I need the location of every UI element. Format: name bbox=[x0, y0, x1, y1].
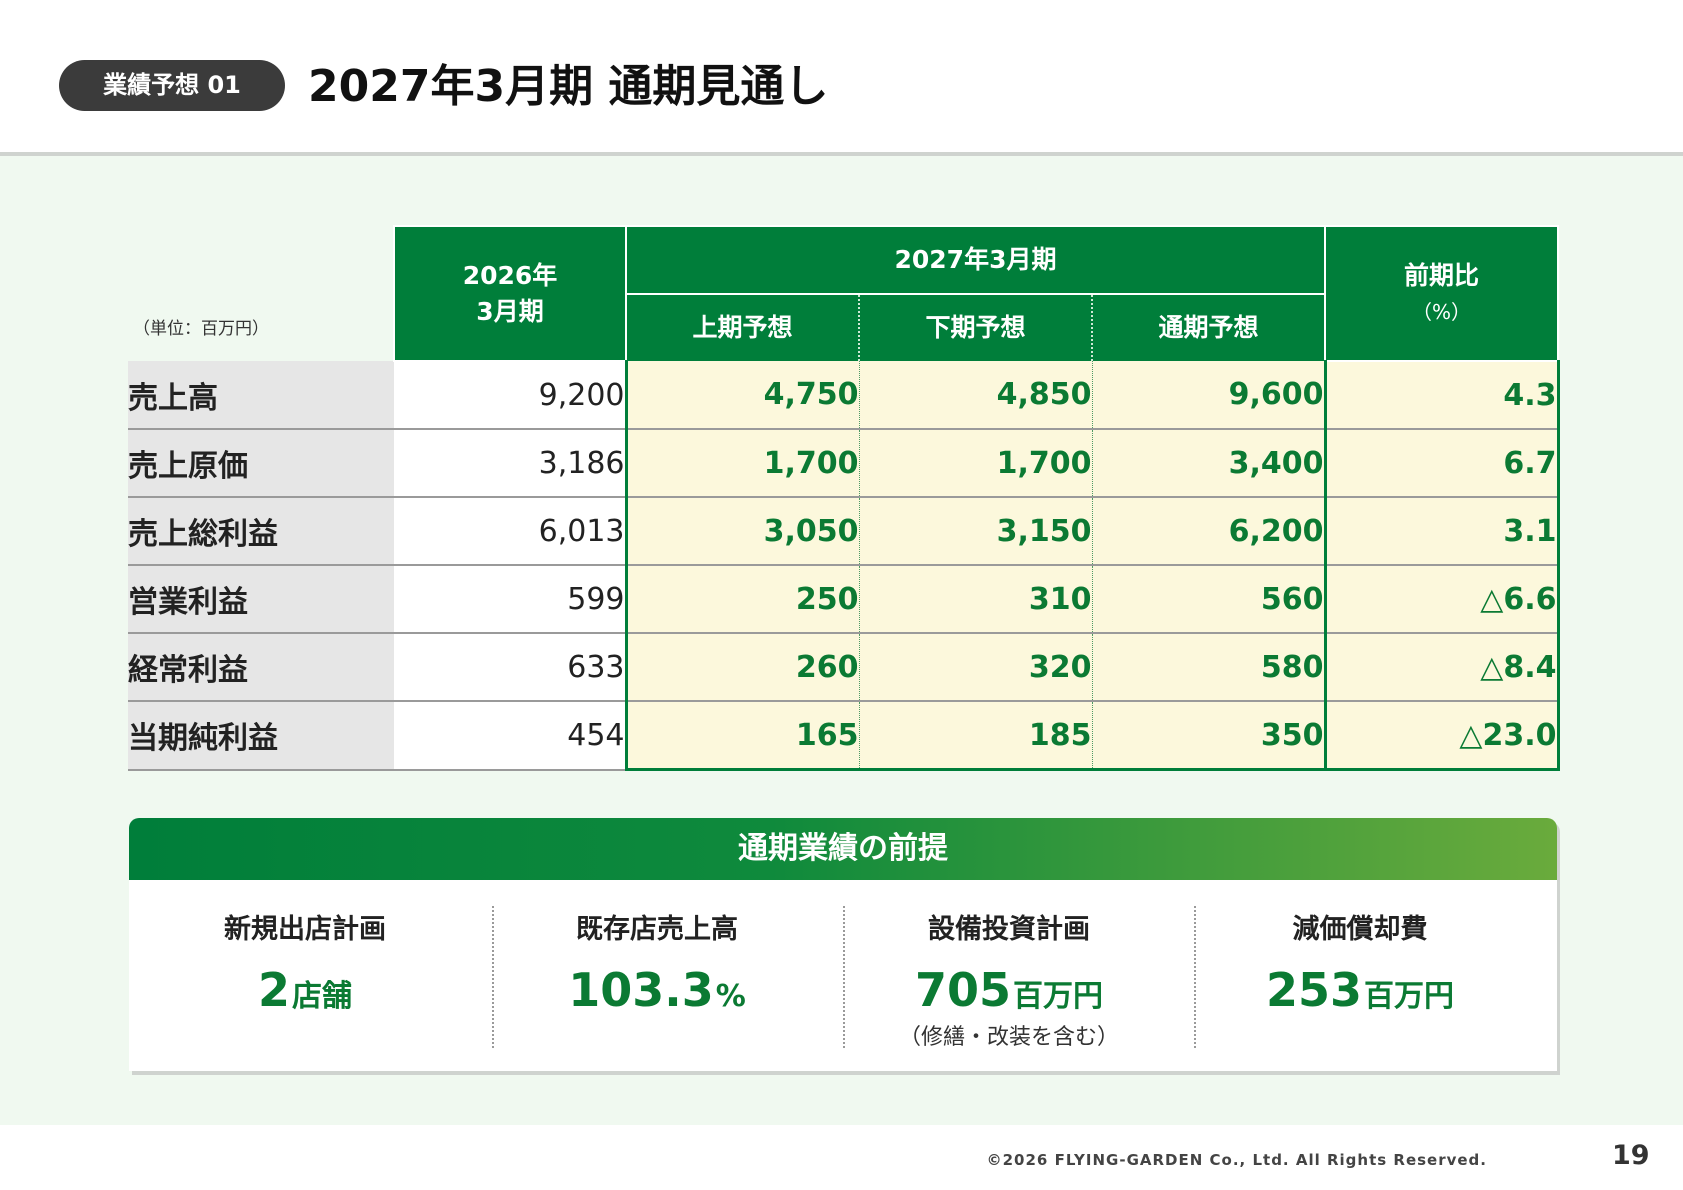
header-second-half: 下期予想 bbox=[858, 293, 1093, 361]
cell-full-year: 9,600 bbox=[1091, 361, 1327, 430]
cell-ratio: △23.0 bbox=[1323, 701, 1560, 771]
premise-box: 通期業績の前提 新規出店計画 2店舗 既存店売上高 103.3% 設備投資計画 … bbox=[129, 818, 1557, 1071]
premise-item-existing-sales: 既存店売上高 103.3% bbox=[481, 880, 833, 1071]
header-ratio: 前期比 （%） bbox=[1324, 225, 1559, 362]
header-ratio-line2: （%） bbox=[1411, 299, 1471, 324]
cell-ratio: △8.4 bbox=[1323, 633, 1560, 702]
page-number: 19 bbox=[1612, 1140, 1650, 1171]
cell-prev: 9,200 bbox=[394, 361, 626, 430]
premise-divider bbox=[1194, 906, 1196, 1048]
cell-full-year: 350 bbox=[1091, 701, 1327, 771]
premise-value: 103.3% bbox=[481, 962, 833, 1029]
row-label: 当期純利益 bbox=[128, 701, 394, 771]
premise-label: 既存店売上高 bbox=[576, 914, 738, 945]
table-row: 売上総利益 6,013 3,050 3,150 6,200 3.1 bbox=[128, 497, 1560, 566]
forecast-table: 2026年 3月期 2027年3月期 前期比 （%） 上期予想 下期予想 通期予… bbox=[128, 225, 1560, 771]
cell-first-half: 1,700 bbox=[624, 429, 860, 498]
cell-ratio: △6.6 bbox=[1323, 565, 1560, 634]
cell-first-half: 250 bbox=[624, 565, 860, 634]
header-prev-year-line2: 3月期 bbox=[476, 296, 544, 326]
cell-second-half: 310 bbox=[858, 565, 1093, 634]
cell-prev: 6,013 bbox=[394, 497, 626, 566]
premise-unit: 百万円 bbox=[1013, 979, 1104, 1014]
premise-value: 2店舗 bbox=[129, 962, 481, 1029]
premise-unit: % bbox=[715, 979, 746, 1014]
table-row: 売上原価 3,186 1,700 1,700 3,400 6.7 bbox=[128, 429, 1560, 498]
header-ratio-line1: 前期比 bbox=[1403, 260, 1479, 290]
cell-second-half: 3,150 bbox=[858, 497, 1093, 566]
premise-number: 2 bbox=[257, 963, 290, 1017]
header-fiscal-year: 2027年3月期 bbox=[625, 225, 1326, 295]
premise-number: 705 bbox=[914, 963, 1012, 1017]
premise-divider bbox=[843, 906, 845, 1048]
premise-note: （修繕・改装を含む） bbox=[898, 1025, 1119, 1050]
cell-prev: 3,186 bbox=[394, 429, 626, 498]
row-label: 売上高 bbox=[128, 361, 394, 430]
cell-second-half: 320 bbox=[858, 633, 1093, 702]
section-badge: 業績予想 01 bbox=[59, 60, 285, 111]
header-full-year: 通期予想 bbox=[1091, 293, 1326, 361]
premise-divider bbox=[492, 906, 494, 1048]
table-row: 営業利益 599 250 310 560 △6.6 bbox=[128, 565, 1560, 634]
row-label: 売上総利益 bbox=[128, 497, 394, 566]
cell-first-half: 4,750 bbox=[624, 361, 860, 430]
cell-first-half: 165 bbox=[624, 701, 860, 771]
premise-value: 705百万円 bbox=[833, 962, 1185, 1029]
page-title: 2027年3月期 通期見通し bbox=[308, 61, 829, 112]
cell-ratio: 3.1 bbox=[1323, 497, 1560, 566]
cell-prev: 599 bbox=[394, 565, 626, 634]
premise-items: 新規出店計画 2店舗 既存店売上高 103.3% 設備投資計画 705百万円 （… bbox=[129, 880, 1557, 1071]
header-prev-year: 2026年 3月期 bbox=[393, 225, 627, 362]
premise-number: 253 bbox=[1265, 963, 1363, 1017]
header-divider bbox=[0, 152, 1683, 156]
table-row: 当期純利益 454 165 185 350 △23.0 bbox=[128, 701, 1560, 771]
premise-item-capex: 設備投資計画 705百万円 （修繕・改装を含む） bbox=[833, 880, 1185, 1071]
cell-second-half: 185 bbox=[858, 701, 1093, 771]
row-label: 営業利益 bbox=[128, 565, 394, 634]
premise-unit: 店舗 bbox=[292, 979, 352, 1014]
cell-first-half: 3,050 bbox=[624, 497, 860, 566]
row-label: 経常利益 bbox=[128, 633, 394, 702]
cell-ratio: 4.3 bbox=[1323, 361, 1560, 430]
cell-first-half: 260 bbox=[624, 633, 860, 702]
header-prev-year-line1: 2026年 bbox=[462, 260, 558, 290]
cell-second-half: 4,850 bbox=[858, 361, 1093, 430]
header-first-half: 上期予想 bbox=[625, 293, 860, 361]
cell-prev: 454 bbox=[394, 701, 626, 771]
header-empty-cell bbox=[128, 226, 394, 361]
cell-full-year: 580 bbox=[1091, 633, 1327, 702]
premise-number: 103.3 bbox=[568, 963, 714, 1017]
premise-title: 通期業績の前提 bbox=[129, 818, 1557, 880]
table-row: 売上高 9,200 4,750 4,850 9,600 4.3 bbox=[128, 361, 1560, 430]
cell-full-year: 560 bbox=[1091, 565, 1327, 634]
cell-second-half: 1,700 bbox=[858, 429, 1093, 498]
table-row: 経常利益 633 260 320 580 △8.4 bbox=[128, 633, 1560, 702]
cell-full-year: 3,400 bbox=[1091, 429, 1327, 498]
cell-ratio: 6.7 bbox=[1323, 429, 1560, 498]
premise-item-new-stores: 新規出店計画 2店舗 bbox=[129, 880, 481, 1071]
premise-value: 253百万円 bbox=[1184, 962, 1536, 1029]
premise-label: 減価償却費 bbox=[1292, 914, 1428, 945]
slide-header: 業績予想 01 2027年3月期 通期見通し bbox=[0, 0, 1683, 153]
premise-label: 新規出店計画 bbox=[224, 914, 386, 945]
cell-prev: 633 bbox=[394, 633, 626, 702]
cell-full-year: 6,200 bbox=[1091, 497, 1327, 566]
premise-item-depreciation: 減価償却費 253百万円 bbox=[1184, 880, 1536, 1071]
copyright: ©2026 FLYING-GARDEN Co., Ltd. All Rights… bbox=[986, 1151, 1487, 1169]
unit-label: （単位：百万円） bbox=[133, 319, 269, 339]
row-label: 売上原価 bbox=[128, 429, 394, 498]
premise-label: 設備投資計画 bbox=[928, 914, 1090, 945]
premise-unit: 百万円 bbox=[1364, 979, 1455, 1014]
